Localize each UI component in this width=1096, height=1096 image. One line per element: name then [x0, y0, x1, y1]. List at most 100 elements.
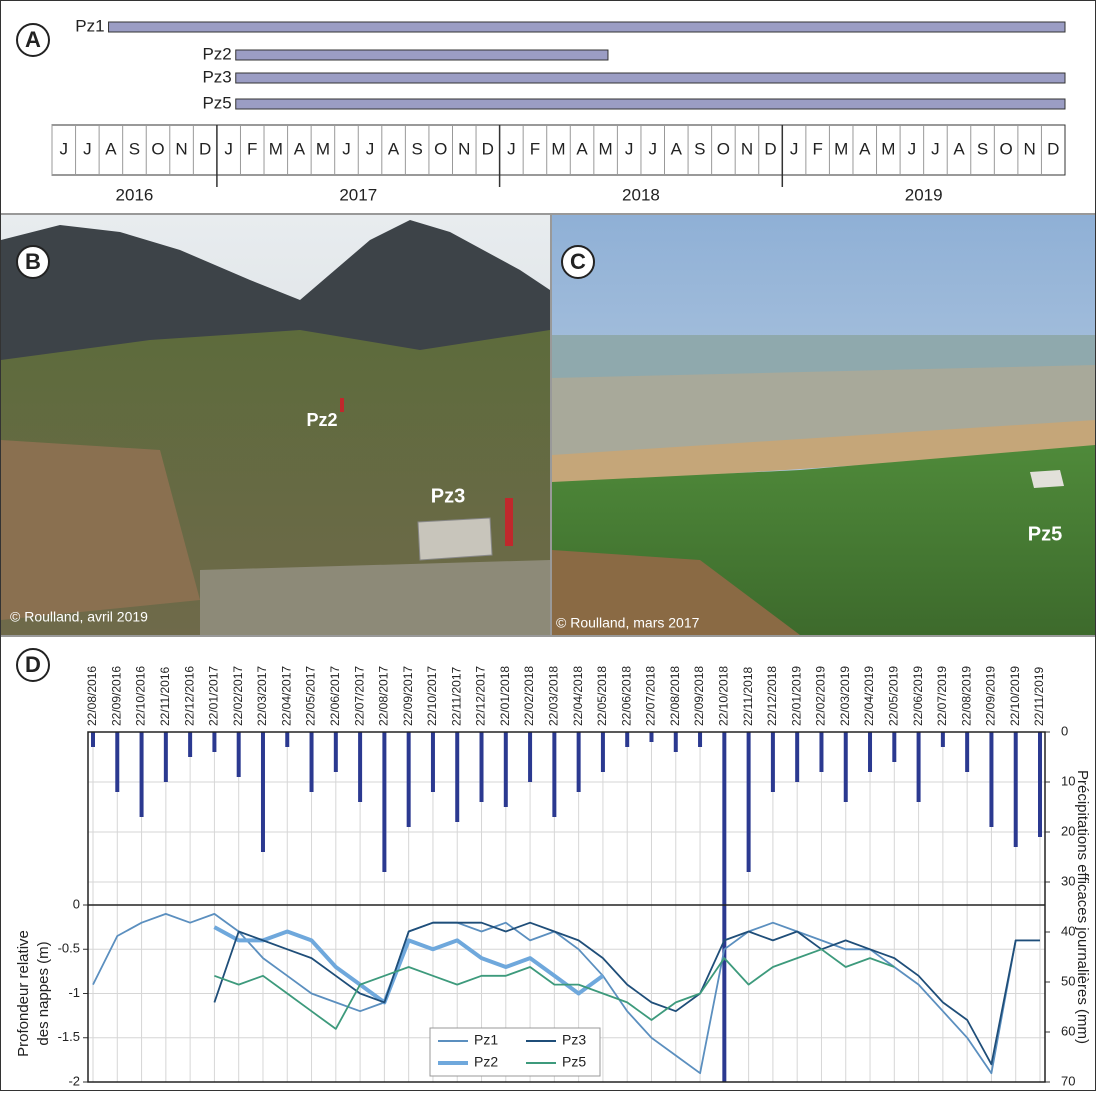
photo-b — [1, 215, 550, 635]
y2-axis-title: Précipitations efficaces journalières (m… — [1074, 770, 1091, 1044]
y-tick-label: -0.5 — [58, 941, 80, 956]
timeline-bar — [108, 21, 1066, 33]
x-tick-label: 22/11/2018 — [741, 667, 755, 726]
x-tick-label: 22/09/2016 — [109, 666, 123, 726]
month-label: J — [931, 139, 940, 158]
x-tick-label: 22/10/2017 — [425, 666, 439, 726]
bar-label: Pz5 — [202, 93, 231, 112]
plot-border — [87, 731, 1046, 1083]
precipitation-bar — [430, 732, 435, 792]
month-label: J — [224, 139, 233, 158]
x-tick-label: 22/10/2016 — [134, 666, 148, 726]
precipitation-bar — [989, 732, 994, 827]
month-label: N — [1024, 139, 1036, 158]
precipitation-bar — [358, 732, 363, 802]
panel-label: A — [25, 27, 41, 52]
photo-credit: © Roulland, avril 2019 — [10, 609, 148, 625]
month-label: J — [342, 139, 351, 158]
precipitation-bar — [285, 732, 290, 747]
month-label: J — [908, 139, 917, 158]
x-tick-label: 22/05/2018 — [595, 666, 609, 726]
precipitation-bar — [455, 732, 460, 822]
year-label: 2018 — [622, 185, 660, 204]
x-tick-label: 22/01/2019 — [789, 666, 803, 726]
x-tick-label: 22/02/2018 — [522, 666, 536, 726]
x-tick-label: 22/07/2017 — [352, 666, 366, 726]
month-label: M — [599, 139, 613, 158]
month-label: A — [105, 139, 117, 158]
y2-tick-label: 20 — [1061, 823, 1075, 838]
precipitation-bar — [746, 732, 751, 872]
timeline-bar — [235, 72, 1066, 84]
precipitation-bar — [333, 732, 338, 772]
x-tick-label: 22/07/2019 — [935, 666, 949, 726]
x-tick-label: 22/02/2019 — [814, 666, 828, 726]
precipitation-bar — [892, 732, 897, 762]
precipitation-bar — [698, 732, 703, 747]
x-tick-label: 22/04/2019 — [862, 666, 876, 726]
x-tick-label: 22/04/2018 — [571, 666, 585, 726]
month-label: D — [482, 139, 494, 158]
x-tick-label: 22/02/2017 — [231, 666, 245, 726]
x-tick-label: 22/12/2016 — [182, 666, 196, 726]
x-tick-label: 22/12/2018 — [765, 666, 779, 726]
panel-label-circle — [561, 245, 595, 279]
month-label: N — [175, 139, 187, 158]
month-label: M — [316, 139, 330, 158]
month-label: J — [83, 139, 92, 158]
y2-tick-label: 70 — [1061, 1073, 1075, 1088]
precipitation-bar — [139, 732, 144, 817]
month-label: M — [551, 139, 565, 158]
month-label: N — [741, 139, 753, 158]
precipitation-bar — [479, 732, 484, 802]
month-label: J — [507, 139, 516, 158]
panel-label-circle — [16, 648, 50, 682]
year-label: 2016 — [116, 185, 154, 204]
x-tick-label: 22/03/2018 — [547, 666, 561, 726]
x-tick-label: 22/09/2018 — [692, 666, 706, 726]
bar-label: Pz1 — [75, 16, 104, 35]
legend-label: Pz5 — [562, 1054, 586, 1070]
month-label: S — [977, 139, 988, 158]
photo-marker: Pz2 — [306, 410, 337, 430]
month-label: J — [648, 139, 657, 158]
month-label: O — [999, 139, 1012, 158]
photo-credit: © Roulland, mars 2017 — [556, 615, 700, 631]
precipitation-bar — [309, 732, 314, 792]
photo-c — [552, 215, 1095, 635]
precipitation-bar — [649, 732, 654, 742]
x-tick-label: 22/12/2017 — [474, 666, 488, 726]
x-tick-label: 22/10/2019 — [1008, 666, 1022, 726]
x-tick-label: 22/08/2016 — [85, 666, 99, 726]
x-tick-label: 22/07/2018 — [644, 666, 658, 726]
photo-marker: Pz3 — [431, 485, 465, 507]
series-line — [213, 921, 1040, 1066]
month-label: D — [199, 139, 211, 158]
panel-label-circle — [16, 245, 50, 279]
x-tick-label: 22/03/2019 — [838, 666, 852, 726]
x-tick-label: 22/01/2017 — [207, 666, 221, 726]
month-label: A — [576, 139, 588, 158]
precipitation-bar — [916, 732, 921, 802]
month-label: A — [388, 139, 400, 158]
month-label: A — [294, 139, 306, 158]
precipitation-bar — [625, 732, 630, 747]
precipitation-bar — [212, 732, 217, 752]
legend-label: Pz2 — [474, 1054, 498, 1070]
precipitation-bar — [503, 732, 508, 807]
precipitation-bar — [940, 732, 945, 747]
month-label: O — [434, 139, 447, 158]
month-label: O — [151, 139, 164, 158]
month-label: M — [269, 139, 283, 158]
precipitation-bar — [819, 732, 824, 772]
x-tick-label: 22/06/2019 — [911, 666, 925, 726]
month-label: S — [411, 139, 422, 158]
precipitation-bar — [965, 732, 970, 772]
x-tick-label: 22/08/2017 — [377, 666, 391, 726]
bar-label: Pz3 — [202, 67, 231, 86]
x-tick-label: 22/05/2019 — [886, 666, 900, 726]
photo-marker: Pz5 — [1028, 523, 1062, 545]
year-label: 2017 — [339, 185, 377, 204]
precipitation-bar — [1013, 732, 1018, 847]
month-label: M — [834, 139, 848, 158]
